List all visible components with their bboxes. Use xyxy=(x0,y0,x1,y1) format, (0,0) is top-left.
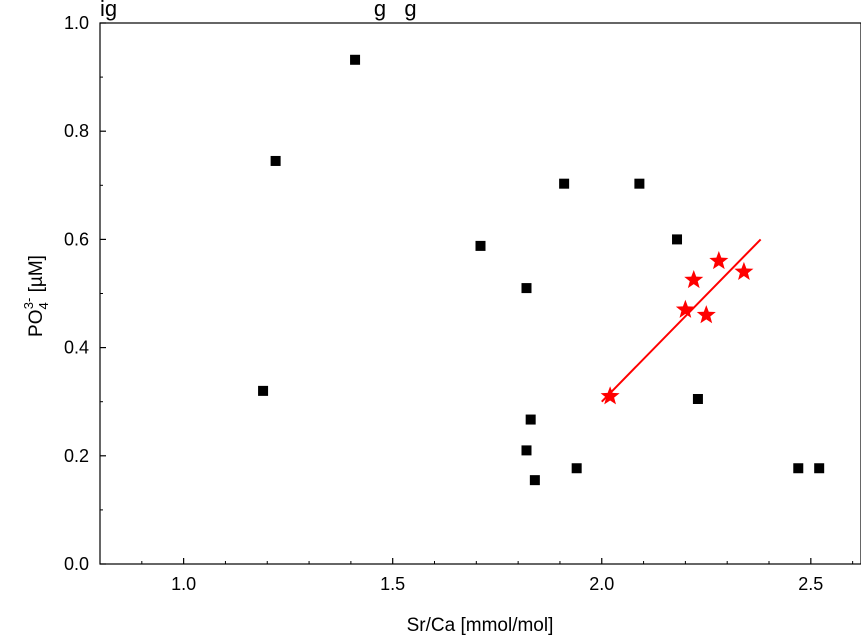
data-point-star xyxy=(600,386,620,405)
data-point-square xyxy=(634,178,645,189)
y-axis-title-superscript: 3- xyxy=(21,298,36,310)
x-tick-label: 1.0 xyxy=(171,574,196,594)
fit-line-layer xyxy=(601,238,762,403)
data-point-star xyxy=(734,261,754,280)
data-point-square xyxy=(692,393,703,404)
data-point-square xyxy=(559,178,570,189)
data-point-square xyxy=(270,155,281,166)
data-point-square xyxy=(521,445,532,456)
data-point-square xyxy=(529,475,540,486)
data-point-star xyxy=(696,305,716,324)
x-axis: 1.0 1.5 2.0 2.5 xyxy=(99,558,854,594)
x-tick-label: 2.0 xyxy=(589,574,614,594)
y-tick-label: 0.2 xyxy=(64,446,89,466)
data-point-square xyxy=(521,283,532,294)
chart-title: ig g g xyxy=(100,0,417,21)
x-tick-label: 2.5 xyxy=(798,574,823,594)
fit-line xyxy=(601,238,762,403)
data-point-star xyxy=(675,299,695,318)
series-layer xyxy=(258,54,825,486)
data-point-square xyxy=(525,414,536,425)
y-axis-title-subscript: 4 xyxy=(36,302,51,309)
data-point-square xyxy=(350,54,361,65)
plot-area xyxy=(99,22,861,565)
data-point-square xyxy=(814,463,825,474)
x-tick-label: 1.5 xyxy=(380,574,405,594)
x-axis-title: Sr/Ca [mmol/mol] xyxy=(407,615,554,636)
data-point-square xyxy=(475,240,486,251)
data-point-square xyxy=(258,385,269,396)
y-axis-title-unit: [µM] xyxy=(26,255,47,298)
y-tick-label: 0.4 xyxy=(64,338,89,358)
y-tick-label: 0.6 xyxy=(64,229,89,249)
y-tick-label: 0.8 xyxy=(64,121,89,141)
y-axis-title: PO43- [µM] xyxy=(21,255,51,337)
data-point-square xyxy=(672,234,683,245)
y-axis: 0.0 0.2 0.4 0.6 0.8 1.0 xyxy=(64,13,106,574)
plot-frame xyxy=(99,22,861,565)
y-axis-title-base: PO xyxy=(26,309,47,336)
data-point-star xyxy=(684,269,704,289)
data-point-square xyxy=(571,463,582,474)
y-tick-label: 0.0 xyxy=(64,554,89,574)
data-point-star xyxy=(709,251,729,270)
data-point-square xyxy=(793,463,804,474)
y-tick-label: 1.0 xyxy=(64,13,89,33)
